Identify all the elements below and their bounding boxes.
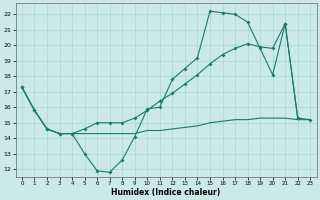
X-axis label: Humidex (Indice chaleur): Humidex (Indice chaleur) [111,188,221,197]
